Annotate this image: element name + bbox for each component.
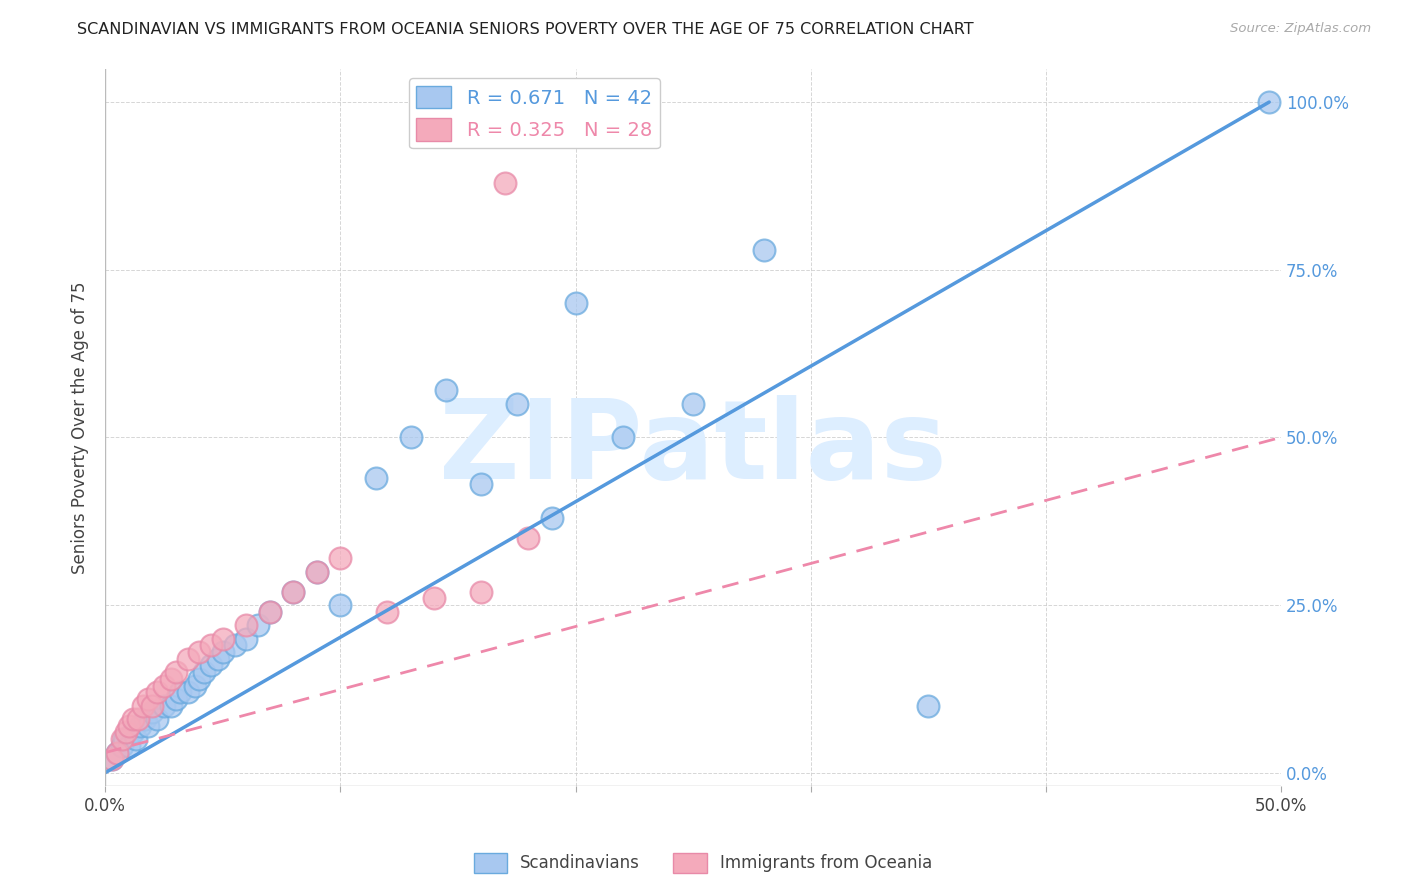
Point (101, 752, 124, 766)
Point (105, 746, 128, 760)
Point (434, 384, 457, 398)
Point (235, 618, 257, 632)
Text: SCANDINAVIAN VS IMMIGRANTS FROM OCEANIA SENIORS POVERTY OVER THE AGE OF 75 CORRE: SCANDINAVIAN VS IMMIGRANTS FROM OCEANIA … (77, 22, 974, 37)
Point (470, 584, 492, 599)
Point (399, 430, 422, 444)
Point (165, 665, 187, 680)
Point (146, 712, 169, 726)
Point (160, 672, 183, 686)
Point (127, 712, 149, 726)
Point (176, 685, 198, 699)
Y-axis label: Seniors Poverty Over the Age of 75: Seniors Poverty Over the Age of 75 (72, 281, 89, 574)
Point (188, 672, 211, 686)
Point (169, 685, 191, 699)
Point (111, 732, 134, 747)
Point (564, 296, 586, 310)
Point (377, 605, 399, 619)
Point (105, 746, 128, 760)
Text: ZIPatlas: ZIPatlas (439, 395, 948, 502)
Point (115, 725, 138, 739)
Point (200, 658, 222, 673)
Point (153, 698, 176, 713)
Text: Source: ZipAtlas.com: Source: ZipAtlas.com (1230, 22, 1371, 36)
Point (329, 598, 352, 612)
Point (470, 477, 492, 491)
Point (305, 565, 328, 579)
Legend: Scandinavians, Immigrants from Oceania: Scandinavians, Immigrants from Oceania (467, 847, 939, 880)
Point (200, 638, 222, 652)
Point (125, 732, 148, 747)
Point (122, 725, 145, 739)
Point (305, 565, 328, 579)
Point (364, 470, 387, 484)
Point (235, 632, 257, 646)
Point (259, 605, 281, 619)
Point (247, 618, 270, 632)
Point (612, 430, 634, 444)
Point (176, 651, 198, 665)
Point (136, 719, 159, 733)
Point (101, 752, 124, 766)
Point (541, 511, 564, 525)
Point (283, 584, 305, 599)
Point (132, 698, 155, 713)
Point (517, 531, 540, 545)
Point (153, 679, 176, 693)
Point (224, 638, 246, 652)
Point (111, 739, 134, 753)
Point (160, 698, 183, 713)
Point (283, 584, 305, 599)
Point (122, 712, 145, 726)
Point (183, 679, 205, 693)
Point (134, 712, 156, 726)
Point (506, 397, 529, 411)
Point (211, 632, 233, 646)
Point (112, 732, 135, 747)
Point (118, 719, 141, 733)
Point (129, 719, 152, 733)
Point (193, 665, 215, 680)
Point (1258, 95, 1281, 109)
Point (136, 692, 159, 706)
Point (165, 692, 187, 706)
Point (682, 397, 704, 411)
Point (211, 645, 233, 659)
Point (752, 243, 775, 257)
Legend: R = 0.671   N = 42, R = 0.325   N = 28: R = 0.671 N = 42, R = 0.325 N = 28 (409, 78, 659, 148)
Point (259, 605, 281, 619)
Point (917, 698, 939, 713)
Point (141, 698, 163, 713)
Point (146, 685, 169, 699)
Point (207, 651, 229, 665)
Point (423, 591, 446, 606)
Point (494, 176, 516, 190)
Point (118, 739, 141, 753)
Point (141, 706, 163, 720)
Point (329, 551, 352, 566)
Point (188, 645, 211, 659)
